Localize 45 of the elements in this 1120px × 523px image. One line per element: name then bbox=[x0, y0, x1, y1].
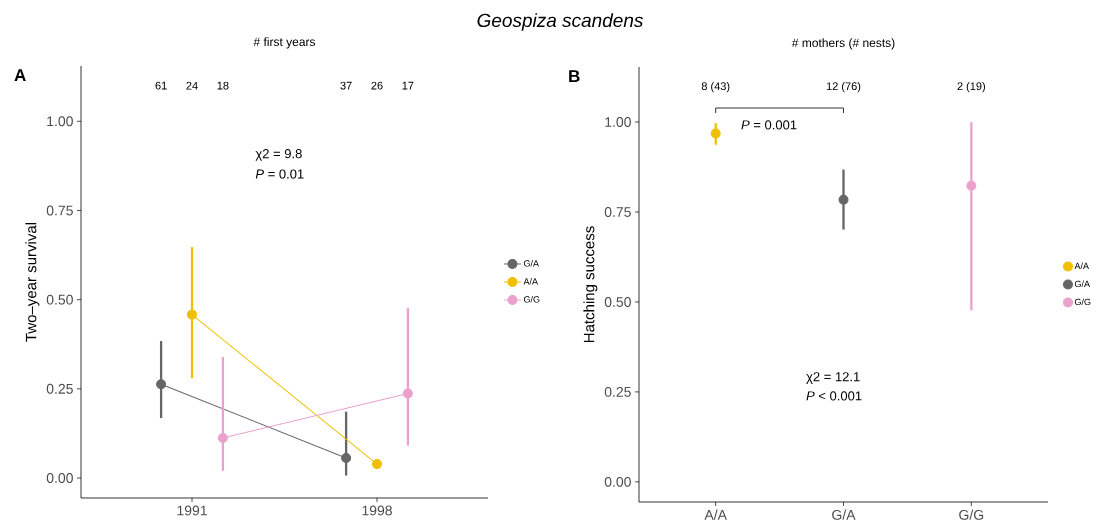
annotation: P = 0.01 bbox=[255, 169, 304, 179]
annotation: 8 (43) bbox=[701, 81, 730, 93]
text: A bbox=[14, 69, 26, 81]
legend-label: G/A bbox=[523, 259, 539, 267]
point bbox=[966, 180, 977, 191]
point bbox=[838, 194, 849, 205]
point bbox=[710, 128, 721, 139]
legend-label: G/G bbox=[523, 295, 540, 303]
annotation: 2 (19) bbox=[957, 81, 985, 93]
chart-subtitle: # mothers (# nests) bbox=[791, 38, 895, 50]
y-tick-label: 1.00 bbox=[605, 117, 631, 127]
y-tick-label: 0.75 bbox=[46, 205, 73, 216]
y-tick-label: 0.25 bbox=[604, 386, 631, 397]
annotation: 12 (76) bbox=[826, 81, 861, 93]
y-tick-label: 0.75 bbox=[604, 206, 631, 217]
x-tick-label: A/A bbox=[704, 509, 727, 520]
x-tick-label: G/G bbox=[959, 509, 984, 520]
annotation: 24 bbox=[186, 81, 198, 90]
text: B bbox=[569, 70, 580, 82]
x-tick-label: 1998 bbox=[362, 505, 392, 516]
annotation: χ2 = 9.8 bbox=[255, 149, 302, 161]
legend-label: A/A bbox=[1074, 262, 1089, 270]
annotation: 17 bbox=[402, 81, 414, 90]
chart-subtitle: # first years bbox=[253, 37, 316, 49]
legend-label: A/A bbox=[523, 277, 538, 285]
annotation: 26 bbox=[371, 81, 383, 90]
annotation: χ2 = 12.1 bbox=[806, 372, 860, 384]
annotation: 37 bbox=[340, 81, 352, 90]
annotation: P < 0.001 bbox=[806, 391, 862, 401]
legend-label: G/G bbox=[1074, 298, 1091, 306]
y-tick-label: 0.50 bbox=[46, 294, 73, 305]
annotation: 18 bbox=[217, 81, 229, 90]
y-tick-label: 0.25 bbox=[46, 383, 73, 394]
annotation: 61 bbox=[155, 81, 167, 90]
y-tick-label: 0.00 bbox=[604, 476, 631, 487]
legend-label: G/A bbox=[1074, 280, 1090, 288]
annotation: P = 0.001 bbox=[741, 120, 797, 130]
y-axis-title: Hatching success bbox=[583, 226, 598, 342]
x-tick-label: G/A bbox=[832, 509, 856, 520]
x-tick-label: 1991 bbox=[177, 505, 207, 516]
y-tick-label: 0.00 bbox=[46, 472, 73, 483]
text: Geospiza scandens bbox=[477, 13, 644, 31]
y-tick-label: 1.00 bbox=[47, 116, 73, 127]
y-tick-label: 0.50 bbox=[604, 296, 631, 307]
y-axis-title: Two–year survival bbox=[25, 222, 40, 342]
